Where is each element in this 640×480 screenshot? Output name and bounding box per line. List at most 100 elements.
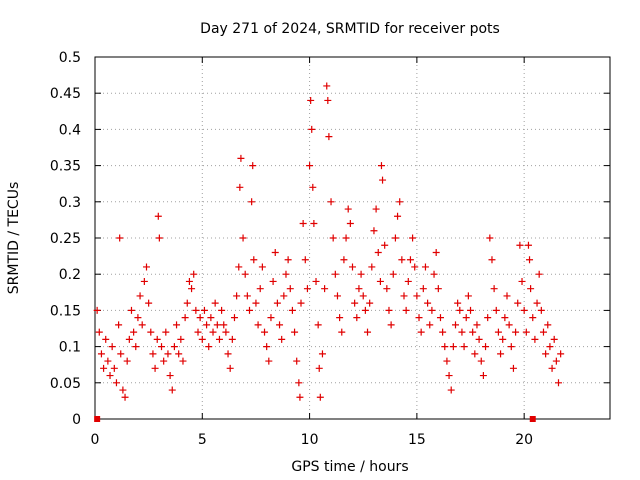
data-point [170,343,178,351]
data-point [179,357,187,365]
data-point [539,328,547,336]
data-point [140,277,148,285]
data-point [286,285,294,293]
data-point [520,306,528,314]
data-point [325,133,333,141]
data-point [196,314,204,322]
data-point [443,357,451,365]
data-point [361,306,369,314]
data-point [550,335,558,343]
data-point [160,357,168,365]
data-point [121,393,129,401]
data-point [143,263,150,271]
data-point [243,292,251,300]
data-point [207,314,215,322]
data-point [233,292,241,300]
data-point [527,285,535,293]
data-point [400,292,408,300]
data-point [265,357,273,365]
data-point [250,256,258,264]
data-point [526,256,534,264]
data-point [404,277,412,285]
data-point [252,299,260,307]
data-point [130,328,138,336]
data-point [127,306,135,314]
data-point [336,314,344,322]
data-point [488,256,496,264]
data-point [303,285,311,293]
data-point [308,125,316,133]
data-point [306,162,314,170]
data-point [112,379,120,387]
data-point [205,343,213,351]
data-points [93,82,565,422]
data-point [542,350,550,358]
data-point [479,372,487,380]
y-tick-label: 0.2 [59,267,81,283]
x-tick-label: 10 [301,432,319,448]
data-point [224,350,232,358]
zero-marker [529,416,536,422]
data-point [359,292,367,300]
data-point [136,292,144,300]
data-point [471,350,479,358]
data-point [499,335,507,343]
data-point [301,256,309,264]
data-point [241,270,249,278]
data-point [280,292,288,300]
axis-ticks [94,56,610,420]
data-point [477,357,485,365]
data-point [293,357,301,365]
data-point [430,270,438,278]
data-point [145,299,153,307]
data-point [95,328,103,336]
y-tick-label: 0.25 [50,231,81,247]
data-point [529,314,537,322]
data-point [394,212,402,220]
data-point [368,263,376,271]
data-point [158,343,166,351]
data-point [123,357,131,365]
data-point [230,314,238,322]
data-point [486,234,494,242]
data-point [115,321,123,329]
y-tick-label: 0.5 [59,50,81,66]
data-point [490,285,498,293]
data-point [417,328,425,336]
data-point [512,328,520,336]
data-point [97,350,105,358]
data-point [452,321,459,329]
data-point [324,96,332,104]
data-point [391,234,399,242]
data-point [353,314,361,322]
data-point [273,299,281,307]
data-point [239,234,247,242]
data-point [456,306,464,314]
data-point [134,314,142,322]
data-point [379,176,387,184]
data-point [327,198,335,206]
data-point [309,183,317,191]
y-tick-label: 0.35 [50,159,81,175]
x-tick-label: 20 [515,432,533,448]
data-point [349,263,356,271]
data-point [154,212,162,220]
data-point [409,234,417,242]
data-point [299,220,307,228]
data-point [188,285,196,293]
data-point [310,220,318,228]
data-point [318,350,326,358]
data-point [222,328,230,336]
data-point [261,328,269,336]
data-point [372,205,380,213]
data-point [507,343,515,351]
data-point [421,263,429,271]
data-point [492,306,500,314]
y-tick-label: 0.05 [50,376,81,392]
data-point [258,263,266,271]
data-point [346,220,354,228]
data-point [419,285,427,293]
data-point [383,285,391,293]
data-point [312,277,320,285]
data-point [173,321,181,329]
